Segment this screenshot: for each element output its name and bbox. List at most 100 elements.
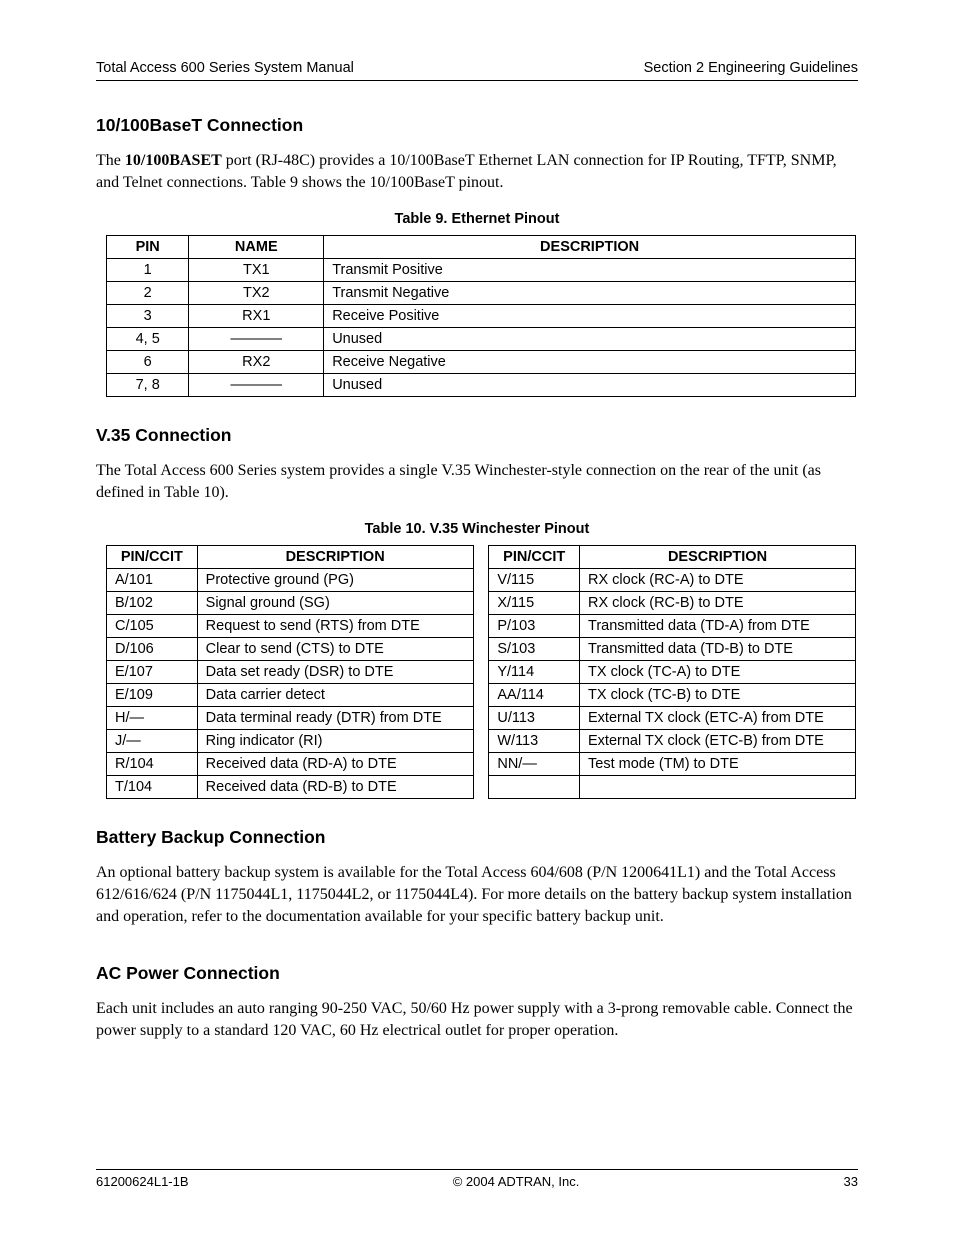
cell: U/113 [489,707,580,730]
heading-v35: V.35 Connection [96,425,858,446]
cell: ———– [189,328,324,351]
para-v35: The Total Access 600 Series system provi… [96,460,858,503]
text-fragment: port (RJ-48C) provides a 10/100BaseT Eth… [222,152,740,169]
table-row: R/104Received data (RD-A) to DTENN/—Test… [107,753,856,776]
cell: Protective ground (PG) [197,569,473,592]
cell: Unused [324,328,856,351]
heading-battery-backup: Battery Backup Connection [96,827,858,848]
gap [473,730,489,753]
gap [473,638,489,661]
cell: D/106 [107,638,198,661]
table-header-row: PIN NAME Description [107,236,856,259]
cell: Test mode (TM) to DTE [580,753,856,776]
cell: RX2 [189,351,324,374]
table10-caption: Table 10. V.35 Winchester Pinout [96,521,858,537]
col-header-desc: Description [580,546,856,569]
heading-ac-power: AC Power Connection [96,963,858,984]
col-header-pin: PIN [107,236,189,259]
col-header-desc: Description [197,546,473,569]
gap [473,684,489,707]
table-row: 6RX2Receive Negative [107,351,856,374]
cell: Received data (RD-A) to DTE [197,753,473,776]
cell: S/103 [489,638,580,661]
cell [580,776,856,799]
table-row: A/101Protective ground (PG) V/115RX clock… [107,569,856,592]
table-row: 2TX2Transmit Negative [107,282,856,305]
cell: Receive Negative [324,351,856,374]
cell: RX1 [189,305,324,328]
header-right: Section 2 Engineering Guidelines [644,60,858,76]
cell: H/— [107,707,198,730]
table-row: 7, 8———–Unused [107,374,856,397]
cell: P/103 [489,615,580,638]
cell: Received data (RD-B) to DTE [197,776,473,799]
cell: External TX clock (ETC-A) from DTE [580,707,856,730]
cell: Receive Positive [324,305,856,328]
cell: 6 [107,351,189,374]
header-left: Total Access 600 Series System Manual [96,60,354,76]
table-row: C/105Request to send (RTS) from DTE P/103… [107,615,856,638]
cell: V/115 [489,569,580,592]
cell: 1 [107,259,189,282]
table-row: 1TX1Transmit Positive [107,259,856,282]
cell: Data terminal ready (DTR) from DTE [197,707,473,730]
cell: C/105 [107,615,198,638]
table-header-row: PIN/CCIT Description PIN/CCIT Descriptio… [107,546,856,569]
gap [473,753,489,776]
table-row: J/—Ring indicator (RI) W/113External TX c… [107,730,856,753]
cell: Transmitted data (TD-A) from DTE [580,615,856,638]
cell: E/109 [107,684,198,707]
para-ac-power: Each unit includes an auto ranging 90-25… [96,998,858,1041]
table-v35-pinout: PIN/CCIT Description PIN/CCIT Descriptio… [106,545,856,799]
cell: 3 [107,305,189,328]
footer-right: 33 [844,1174,858,1189]
gap [473,592,489,615]
table-row: B/102Signal ground (SG)X/115RX clock (RC… [107,592,856,615]
col-header-pin: PIN/CCIT [107,546,198,569]
cell: TX1 [189,259,324,282]
cell: NN/— [489,753,580,776]
footer-left: 61200624L1-1B [96,1174,189,1189]
gap [473,546,489,569]
cell: W/113 [489,730,580,753]
heading-10100baset: 10/100BaseT Connection [96,115,858,136]
cell: T/104 [107,776,198,799]
cell: Signal ground (SG) [197,592,473,615]
cell: External TX clock (ETC-B) from DTE [580,730,856,753]
cell: J/— [107,730,198,753]
table-row: E/109Data carrier detect AA/114TX clock (… [107,684,856,707]
table-row: D/106Clear to send (CTS) to DTE S/103Tran… [107,638,856,661]
table-ethernet-pinout: PIN NAME Description 1TX1Transmit Positi… [106,235,856,397]
gap [473,569,489,592]
cell: X/115 [489,592,580,615]
cell: A/101 [107,569,198,592]
cell: Request to send (RTS) from DTE [197,615,473,638]
cell: Ring indicator (RI) [197,730,473,753]
cell: Data carrier detect [197,684,473,707]
table9-caption: Table 9. Ethernet Pinout [96,211,858,227]
cell: ———– [189,374,324,397]
col-header-desc: Description [324,236,856,259]
cell: Transmit Negative [324,282,856,305]
cell: 2 [107,282,189,305]
cell: TX clock (TC-B) to DTE [580,684,856,707]
page-footer: 61200624L1-1B © 2004 ADTRAN, Inc. 33 [96,1169,858,1189]
cell: TX2 [189,282,324,305]
cell: TX clock (TC-A) to DTE [580,661,856,684]
text-bold: 10/100BASET [125,152,222,169]
col-header-pin: PIN/CCIT [489,546,580,569]
text-fragment: The [96,152,125,169]
gap [473,707,489,730]
cell: E/107 [107,661,198,684]
cell: RX clock (RC-A) to DTE [580,569,856,592]
col-header-name: NAME [189,236,324,259]
table-row: 3RX1Receive Positive [107,305,856,328]
para-battery-backup: An optional battery backup system is ava… [96,862,858,927]
table-row: H/—Data terminal ready (DTR) from DTE U/1… [107,707,856,730]
cell: Clear to send (CTS) to DTE [197,638,473,661]
cell: 7, 8 [107,374,189,397]
table-row: T/104Received data (RD-B) to DTE [107,776,856,799]
table-row: E/107Data set ready (DSR) to DTEY/114TX … [107,661,856,684]
cell: AA/114 [489,684,580,707]
cell: Transmitted data (TD-B) to DTE [580,638,856,661]
